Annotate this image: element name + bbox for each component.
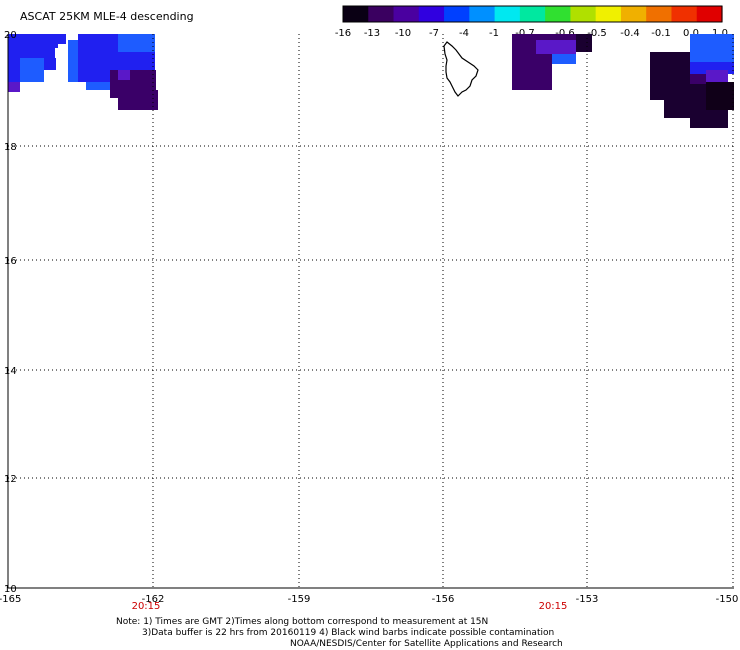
colorbar-label-3: -7 <box>429 28 439 39</box>
colorbar-label-1: -13 <box>364 28 380 39</box>
colorbar-frame <box>342 5 723 23</box>
data-cell <box>552 54 576 64</box>
colorbar-label-2: -10 <box>395 28 411 39</box>
figure-notes: Note: 1) Times are GMT 2)Times along bot… <box>116 617 563 649</box>
colorbar-segment <box>671 6 698 22</box>
data-cell <box>690 74 706 86</box>
lat-tick-label-12: 12 <box>4 474 17 485</box>
lat-tick-label-18: 18 <box>4 142 17 153</box>
data-cell <box>58 34 66 44</box>
data-cell <box>512 54 552 90</box>
data-cell <box>118 90 158 110</box>
lon-tick-label--159: -159 <box>288 594 311 605</box>
colorbar-segment <box>620 6 647 22</box>
data-cell <box>690 34 734 62</box>
data-cell <box>86 82 110 90</box>
map-gridlines <box>8 34 734 588</box>
lon-tick-label--162: -162 <box>142 594 165 605</box>
colorbar-label-11: 0.0 <box>683 28 699 39</box>
data-swath-center <box>512 34 592 90</box>
lon-tick-label--153: -153 <box>576 594 599 605</box>
colorbar-label-4: -4 <box>459 28 469 39</box>
time-label-right: 20:15 <box>539 601 568 612</box>
data-cell <box>536 40 576 54</box>
colorbar-segment <box>469 6 496 22</box>
colorbar-labels: -16 -13 -10 -7 -4 -1 -0.7 -0.6 -0.5 -0.4… <box>335 28 728 39</box>
note-line-3: NOAA/NESDIS/Center for Satellite Applica… <box>290 639 563 649</box>
colorbar-segment <box>393 6 420 22</box>
data-cell <box>690 110 728 128</box>
colorbar-label-12: 1.0 <box>712 28 728 39</box>
figure-title: ASCAT 25KM MLE-4 descending <box>20 10 194 23</box>
lon-tick-label--156: -156 <box>432 594 455 605</box>
colorbar-segment <box>646 6 673 22</box>
colorbar-label-7: -0.6 <box>555 28 575 39</box>
data-cell <box>576 34 592 52</box>
colorbar-label-9: -0.4 <box>620 28 640 39</box>
coastline-hawaii <box>443 41 479 97</box>
data-cell <box>20 58 45 70</box>
note-line-2: 3)Data buffer is 22 hrs from 20160119 4)… <box>142 628 554 638</box>
data-cell <box>110 70 156 90</box>
lat-tick-label-16: 16 <box>4 256 17 267</box>
data-cell <box>8 82 20 92</box>
data-cell <box>20 70 44 82</box>
colorbar-label-6: -0.7 <box>515 28 535 39</box>
lon-tick-label--150: -150 <box>716 594 739 605</box>
data-cell <box>8 34 58 48</box>
map-frame <box>7 34 734 589</box>
lat-tick-label-20: 20 <box>4 30 17 41</box>
time-label-left: 20:15 <box>132 601 161 612</box>
lon-tick-labels: -165 -162 -159 -156 -153 -150 <box>0 594 738 605</box>
colorbar <box>342 5 723 23</box>
lat-tick-label-10: 10 <box>4 584 17 595</box>
colorbar-segment <box>418 6 445 22</box>
data-cell <box>118 70 130 80</box>
lat-tick-label-14: 14 <box>4 366 17 377</box>
colorbar-segment <box>696 6 723 22</box>
colorbar-segment <box>368 6 395 22</box>
lat-tick-labels: 20 18 16 14 12 10 <box>4 30 17 595</box>
data-cell <box>68 40 78 82</box>
data-cell <box>706 82 734 110</box>
colorbar-label-5: -1 <box>489 28 499 39</box>
data-cell <box>8 58 20 82</box>
colorbar-segment <box>494 6 521 22</box>
colorbar-segment <box>570 6 597 22</box>
time-labels: 20:15 20:15 <box>132 601 568 612</box>
colorbar-segment <box>595 6 622 22</box>
colorbar-label-8: -0.5 <box>587 28 607 39</box>
data-cell <box>118 34 155 52</box>
note-line-1: Note: 1) Times are GMT 2)Times along bot… <box>116 617 488 627</box>
colorbar-segment <box>343 6 369 22</box>
data-swath-right <box>650 34 734 128</box>
data-cell <box>78 70 110 82</box>
colorbar-label-0: -16 <box>335 28 351 39</box>
data-swath-left <box>8 34 158 110</box>
colorbar-segment <box>519 6 546 22</box>
colorbar-segment <box>444 6 470 22</box>
data-cell <box>44 58 56 70</box>
data-cell <box>706 70 728 82</box>
colorbar-segment <box>545 6 571 22</box>
data-cell <box>8 48 55 58</box>
data-cell <box>110 90 120 98</box>
colorbar-label-10: -0.1 <box>651 28 671 39</box>
lon-tick-label--165: -165 <box>0 594 21 605</box>
